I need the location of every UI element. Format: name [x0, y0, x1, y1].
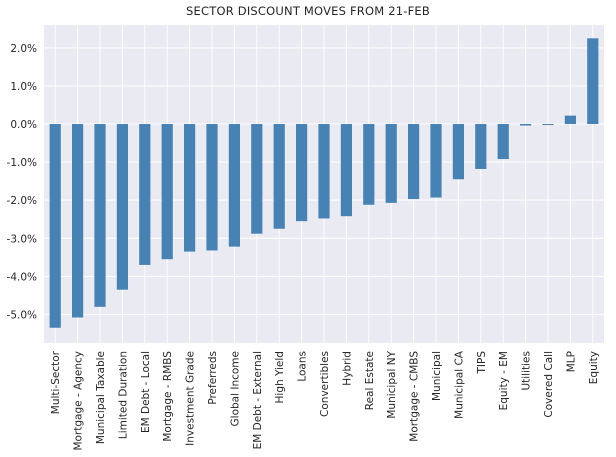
x-tick-label: MLP [565, 351, 577, 372]
bar-municipal-taxable [94, 124, 106, 307]
bar-em-debt-external [251, 124, 263, 234]
x-tick-label: Equity [588, 351, 600, 384]
x-tick-label: Loans [297, 351, 309, 382]
bar-investment-grade [184, 124, 196, 252]
x-tick-label: Global Income [229, 351, 241, 426]
bar-mortgage-cmbs [408, 124, 420, 200]
x-tick-label: TIPS [476, 351, 488, 375]
x-tick-label: Utilities [521, 351, 533, 391]
y-tick-label: -4.0% [7, 271, 37, 283]
bar-municipal-ca [452, 124, 464, 180]
x-tick-label: Mortgage - Agency [73, 351, 85, 451]
y-tick-label: 2.0% [10, 43, 37, 55]
bar-loans [296, 124, 308, 222]
x-tick-label: Equity - EM [498, 351, 510, 410]
x-tick-label: Investment Grade [185, 351, 197, 446]
bar-em-debt-local [139, 124, 151, 265]
bar-mortgage-agency [72, 124, 84, 318]
bar-global-income [228, 124, 240, 247]
x-tick-label: Covered Call [543, 351, 555, 418]
y-tick-label: -5.0% [7, 309, 37, 321]
bar-real-estate [363, 124, 375, 205]
bar-limited-duration [116, 124, 128, 290]
x-tick-label: Convertibles [319, 351, 331, 417]
bar-mortgage-rmbs [161, 124, 173, 260]
x-tick-label: EM Debt - External [252, 351, 264, 449]
chart-title: SECTOR DISCOUNT MOVES FROM 21-FEB [186, 4, 430, 18]
bar-municipal [430, 124, 442, 198]
bar-convertibles [318, 124, 330, 219]
y-axis-tick-labels: 2.0% 1.0% 0.0% -1.0% -2.0% -3.0% -4.0% -5.0% [7, 43, 37, 322]
bar-covered-call [542, 124, 554, 126]
bar-municipal-ny [385, 124, 397, 203]
bar-multi-sector [49, 124, 61, 328]
x-tick-label: High Yield [274, 351, 286, 403]
x-tick-label: Municipal NY [386, 350, 398, 418]
bar-equity-em [497, 124, 509, 160]
x-tick-label: Mortgage - RMBS [162, 351, 174, 442]
y-tick-label: -1.0% [7, 157, 37, 169]
bar-mlp [564, 115, 576, 125]
x-tick-label: Municipal [431, 351, 443, 401]
bar-equity [587, 38, 599, 125]
x-axis-tick-labels: Multi-Sector Mortgage - Agency Municipal T… [50, 350, 600, 450]
y-tick-label: -2.0% [7, 195, 37, 207]
bar-high-yield [273, 124, 285, 229]
bar-preferreds [206, 124, 218, 251]
bar-tips [475, 124, 487, 169]
x-tick-label: Municipal CA [453, 350, 465, 419]
y-tick-label: -3.0% [7, 233, 37, 245]
bar-utilities [520, 124, 532, 126]
x-tick-label: Hybrid [341, 351, 353, 386]
x-tick-label: Municipal Taxable [95, 351, 107, 444]
bars [49, 38, 599, 328]
x-tick-label: Multi-Sector [50, 350, 62, 414]
bar-hybrid [340, 124, 352, 217]
x-tick-label: Mortgage - CMBS [409, 351, 421, 442]
x-tick-label: Limited Duration [117, 351, 129, 439]
y-tick-label: 1.0% [10, 81, 37, 93]
x-tick-label: EM Debt - Local [140, 351, 152, 433]
x-tick-label: Real Estate [364, 351, 376, 410]
y-tick-label: 0.0% [10, 119, 37, 131]
x-tick-label: Preferreds [207, 351, 219, 405]
